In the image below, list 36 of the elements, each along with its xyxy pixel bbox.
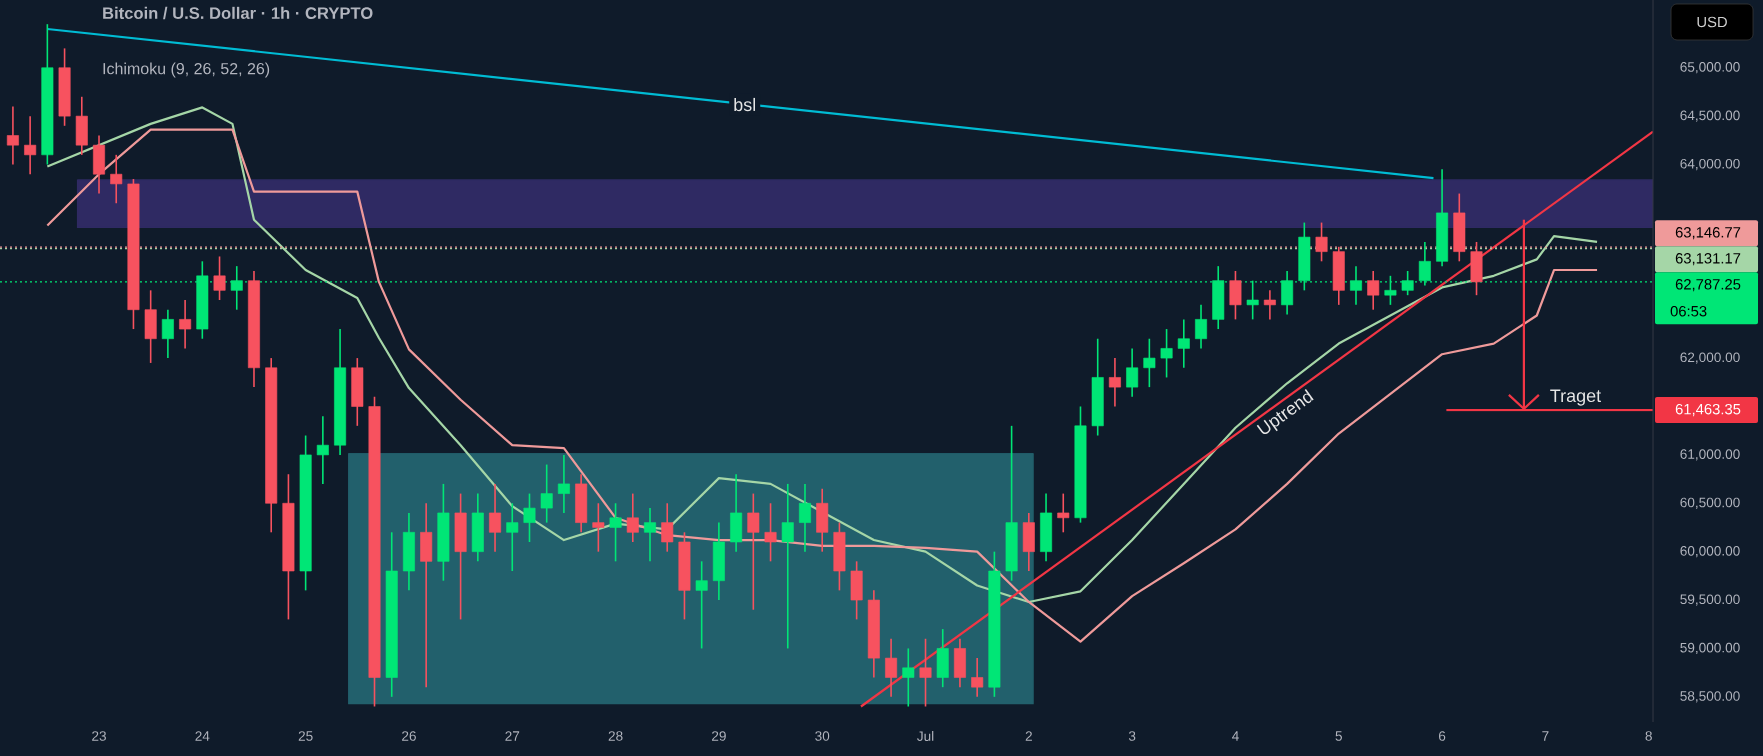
x-tick-label: 3 <box>1128 731 1136 741</box>
y-tick-label: 60,000.00 <box>1680 546 1740 558</box>
y-tick-label: 61,000.00 <box>1680 449 1740 461</box>
x-tick-label: 24 <box>195 731 210 741</box>
y-tick-label: 58,500.00 <box>1680 691 1740 703</box>
y-tick-label: 59,500.00 <box>1680 594 1740 606</box>
x-tick-label: 23 <box>92 731 106 741</box>
ref-line-label: 62,787.25 <box>1675 279 1741 292</box>
x-tick-label: 4 <box>1231 731 1239 741</box>
annotation: Traget <box>1550 389 1601 406</box>
text: 06:53 <box>1670 305 1707 317</box>
ref-line-label: 63,146.77 <box>1675 227 1741 240</box>
x-tick-label: 5 <box>1335 731 1342 741</box>
ref-line-label: 63,131.17 <box>1675 253 1741 266</box>
x-tick-label: 6 <box>1438 731 1446 741</box>
x-tick-label: Jul <box>917 731 934 741</box>
x-tick-label: 29 <box>712 731 726 741</box>
x-tick-label: 30 <box>815 731 830 741</box>
y-tick-label: 59,000.00 <box>1680 642 1740 655</box>
x-tick-label: 27 <box>505 731 520 741</box>
x-tick-label: 28 <box>608 731 623 741</box>
ref-line-label: 61,463.35 <box>1675 403 1741 417</box>
chart-title: Bitcoin / U.S. Dollar · 1h · CRYPTO <box>103 6 373 20</box>
y-axis-title: USD <box>1697 16 1727 28</box>
text: Ichimoku (9, 26, 52, 26) <box>103 62 270 78</box>
x-tick-label: 26 <box>402 731 416 741</box>
x-tick-label: 7 <box>1542 731 1549 741</box>
x-tick-label: 8 <box>1645 731 1652 741</box>
annotation: bsl <box>734 97 756 112</box>
y-tick-label: 64,000.00 <box>1680 158 1740 171</box>
y-tick-label: 65,000.00 <box>1680 62 1740 74</box>
x-tick-label: 25 <box>298 731 313 741</box>
x-tick-label: 2 <box>1025 731 1032 741</box>
y-tick-label: 62,000.00 <box>1680 352 1740 364</box>
y-tick-label: 60,500.00 <box>1680 497 1740 509</box>
y-tick-label: 64,500.00 <box>1680 110 1740 122</box>
